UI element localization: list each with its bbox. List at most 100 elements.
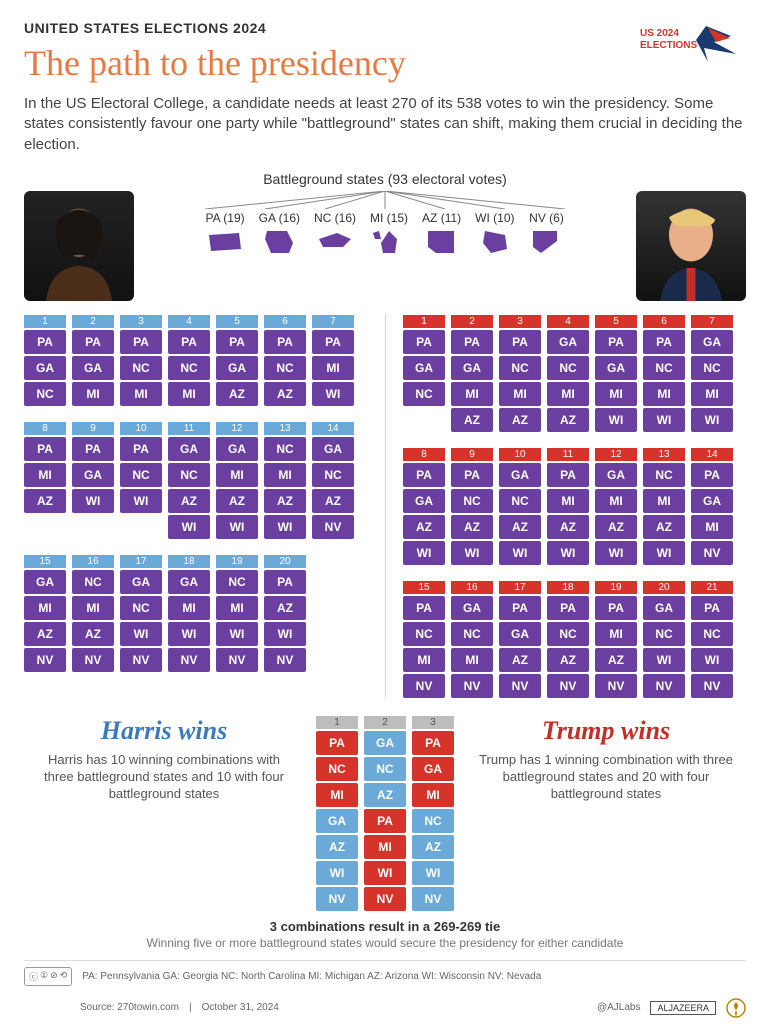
state-cell: AZ: [316, 835, 358, 859]
combo-number: 3: [412, 716, 454, 729]
state-label: NV (6): [529, 211, 564, 225]
state-cell: WI: [216, 515, 258, 539]
state-cell: NC: [451, 489, 493, 513]
state-cell: MI: [168, 596, 210, 620]
state-cell: PA: [24, 330, 66, 354]
state-cell: AZ: [595, 515, 637, 539]
state-cell: NV: [216, 648, 258, 672]
state-cell: NC: [547, 356, 589, 380]
state-cell: AZ: [168, 489, 210, 513]
combo-number: 1: [403, 315, 445, 328]
combinations-section: 1PAGANC2PAGAMI3PANCMI4PANCMI5PAGAAZ6PANC…: [24, 315, 746, 698]
combo-number: 7: [691, 315, 733, 328]
combo-number: 9: [72, 422, 114, 435]
combo: 13NCMIAZWI: [264, 422, 306, 539]
combo: 9PAGAWI: [72, 422, 114, 539]
state-cell: AZ: [412, 835, 454, 859]
combo-number: 12: [216, 422, 258, 435]
state-cell: WI: [168, 622, 210, 646]
combo: 5PAGAAZ: [216, 315, 258, 406]
combo-number: 20: [264, 555, 306, 568]
footer-source: Source: 270towin.com: [80, 1002, 179, 1013]
state-cell: WI: [216, 622, 258, 646]
state-cell: NV: [691, 674, 733, 698]
combo: 17GANCWINV: [120, 555, 162, 672]
combo: 20PAAZWINV: [264, 555, 306, 672]
state-cell: PA: [120, 437, 162, 461]
combo-number: 16: [451, 581, 493, 594]
footer-abbrev: PA: Pennsylvania GA: Georgia NC: North C…: [82, 971, 746, 982]
state-cell: MI: [451, 382, 493, 406]
state-cell: WI: [120, 622, 162, 646]
state-label: GA (16): [259, 211, 300, 225]
state-cell: AZ: [364, 783, 406, 807]
state-cell: WI: [264, 515, 306, 539]
combo-number: 6: [264, 315, 306, 328]
state-cell: GA: [403, 356, 445, 380]
state-cell: GA: [364, 731, 406, 755]
state-cell: MI: [595, 622, 637, 646]
state-cell: AZ: [264, 489, 306, 513]
state-cell: PA: [643, 330, 685, 354]
state-nv: NV (6): [529, 211, 565, 255]
state-cell: MI: [691, 382, 733, 406]
state-cell: WI: [499, 541, 541, 565]
battleground-heading: Battleground states (93 electoral votes): [24, 171, 746, 187]
state-cell: NC: [216, 570, 258, 594]
state-cell: MI: [451, 648, 493, 672]
state-cell: GA: [24, 356, 66, 380]
state-cell: NC: [264, 356, 306, 380]
tie-combo: 3PAGAMINCAZWINV: [412, 716, 454, 911]
state-cell: GA: [499, 463, 541, 487]
state-cell: WI: [595, 541, 637, 565]
combo-number: 13: [643, 448, 685, 461]
state-cell: GA: [691, 330, 733, 354]
svg-text:ELECTIONS: ELECTIONS: [640, 40, 698, 51]
state-cell: NV: [403, 674, 445, 698]
state-cell: GA: [24, 570, 66, 594]
state-cell: GA: [412, 757, 454, 781]
state-cell: GA: [595, 356, 637, 380]
state-cell: WI: [691, 408, 733, 432]
state-cell: NC: [403, 622, 445, 646]
combo-number: 3: [499, 315, 541, 328]
cc-badge: ⓒ①⊘⟲: [24, 967, 72, 986]
state-cell: PA: [691, 463, 733, 487]
state-cell: NC: [691, 622, 733, 646]
state-cell: WI: [643, 648, 685, 672]
footer: ⓒ①⊘⟲ PA: Pennsylvania GA: Georgia NC: No…: [24, 960, 746, 986]
state-cell: AZ: [547, 408, 589, 432]
combo: 5PAGAMIWI: [595, 315, 637, 432]
state-cell: AZ: [216, 489, 258, 513]
state-cell: NV: [24, 648, 66, 672]
state-cell: NC: [264, 437, 306, 461]
state-cell: NC: [316, 757, 358, 781]
combo: 2PAGAMIAZ: [451, 315, 493, 432]
state-cell: MI: [403, 648, 445, 672]
state-cell: PA: [264, 570, 306, 594]
combo-number: 2: [364, 716, 406, 729]
state-cell: PA: [547, 596, 589, 620]
state-cell: AZ: [451, 515, 493, 539]
combo: 15GAMIAZNV: [24, 555, 66, 672]
winners-row: Harris wins Harris has 10 winning combin…: [24, 716, 746, 911]
combo-number: 5: [216, 315, 258, 328]
state-cell: MI: [643, 489, 685, 513]
state-cell: PA: [547, 463, 589, 487]
harris-combinations: 1PAGANC2PAGAMI3PANCMI4PANCMI5PAGAAZ6PANC…: [24, 315, 367, 698]
state-cell: NV: [451, 674, 493, 698]
combo: 11GANCAZWI: [168, 422, 210, 539]
combo: 16NCMIAZNV: [72, 555, 114, 672]
combo: 2PAGAMI: [72, 315, 114, 406]
state-label: WI (10): [475, 211, 514, 225]
state-cell: MI: [412, 783, 454, 807]
state-az: AZ (11): [422, 211, 461, 255]
state-label: AZ (11): [422, 211, 461, 225]
state-cell: GA: [403, 489, 445, 513]
state-cell: GA: [595, 463, 637, 487]
combo-number: 20: [643, 581, 685, 594]
state-cell: AZ: [499, 408, 541, 432]
state-cell: MI: [691, 515, 733, 539]
state-cell: MI: [595, 382, 637, 406]
state-cell: GA: [451, 356, 493, 380]
